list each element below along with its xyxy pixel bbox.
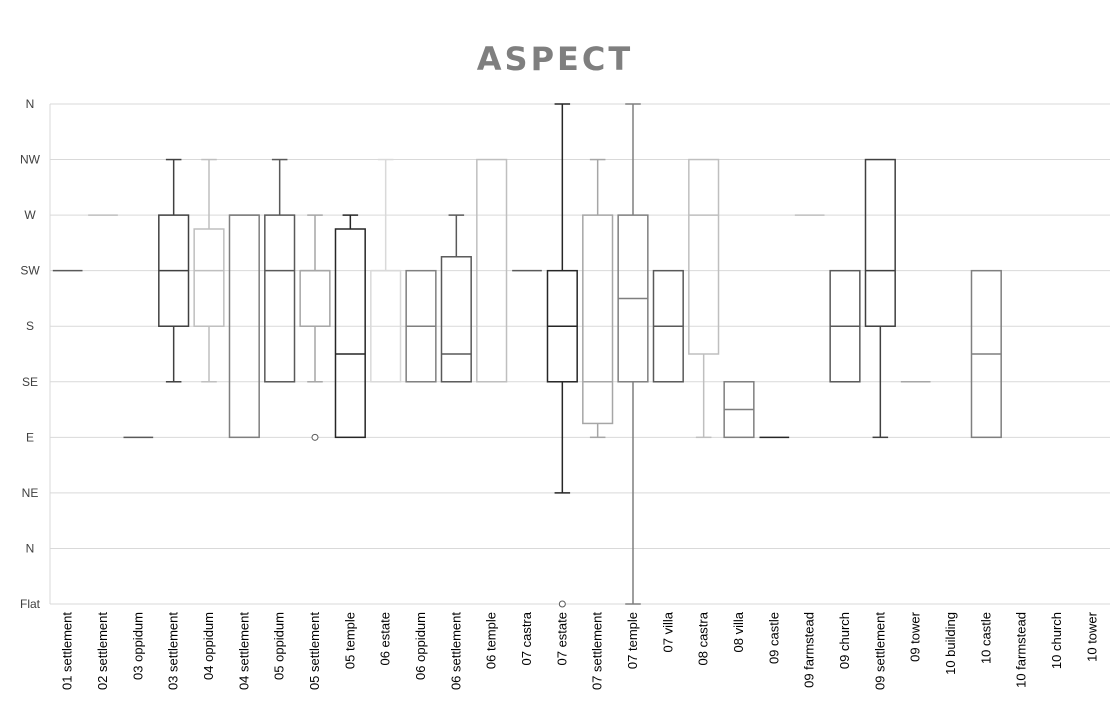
y-tick-label: Flat <box>20 597 41 611</box>
x-tick-label: 07 castra <box>519 611 534 665</box>
x-tick-label: 03 settlement <box>166 612 181 690</box>
y-tick-label: S <box>26 319 34 333</box>
x-tick-label: 09 farmstead <box>802 612 817 688</box>
box <box>440 256 472 383</box>
x-tick-label: 07 settlement <box>590 612 605 690</box>
y-tick-label: N <box>26 541 35 555</box>
box-outlier <box>311 433 319 441</box>
x-tick-label: 03 oppidum <box>130 612 145 680</box>
x-tick-label: 10 building <box>943 612 958 675</box>
x-tick-label: 10 castle <box>978 612 993 664</box>
x-tick-label: 10 tower <box>1084 611 1099 662</box>
x-tick-label: 06 oppidum <box>413 612 428 680</box>
x-tick-label: 09 tower <box>908 611 923 662</box>
x-tick-label: 04 settlement <box>236 612 251 690</box>
x-tick-label: 10 church <box>1049 612 1064 669</box>
x-tick-label: 04 oppidum <box>201 612 216 680</box>
y-tick-label: SW <box>20 264 40 278</box>
x-tick-label: 06 settlement <box>448 612 463 690</box>
x-tick-label: 01 settlement <box>60 612 75 690</box>
box <box>582 214 614 425</box>
x-tick-label: 09 settlement <box>872 612 887 690</box>
x-tick-label: 05 settlement <box>307 612 322 690</box>
chart-title: ASPECT <box>476 40 634 78</box>
box <box>864 158 896 327</box>
x-tick-label: 02 settlement <box>95 612 110 690</box>
box <box>193 228 225 327</box>
x-tick-label: 05 oppidum <box>272 612 287 680</box>
y-tick-label: SE <box>22 375 38 389</box>
box <box>334 228 366 439</box>
x-tick-label: 10 farmstead <box>1014 612 1029 688</box>
x-tick-label: 05 temple <box>342 612 357 669</box>
box-outlier <box>558 600 566 608</box>
x-tick-label: 07 temple <box>625 612 640 669</box>
y-tick-label: W <box>24 208 36 222</box>
x-tick-label: 07 villa <box>660 611 675 652</box>
y-tick-label: E <box>26 430 34 444</box>
x-tick-label: 09 church <box>837 612 852 669</box>
x-tick-label: 06 temple <box>484 612 499 669</box>
x-tick-label: 06 estate <box>378 612 393 666</box>
y-tick-label: NE <box>22 486 39 500</box>
box <box>299 269 331 327</box>
y-tick-label: NW <box>20 153 41 167</box>
x-tick-label: 08 villa <box>731 611 746 652</box>
y-tick-label: N <box>26 97 35 111</box>
box <box>688 158 720 355</box>
x-tick-label: 07 estate <box>554 612 569 666</box>
x-tick-label: 08 castra <box>696 611 711 665</box>
box <box>264 214 296 383</box>
x-tick-label: 09 castle <box>766 612 781 664</box>
